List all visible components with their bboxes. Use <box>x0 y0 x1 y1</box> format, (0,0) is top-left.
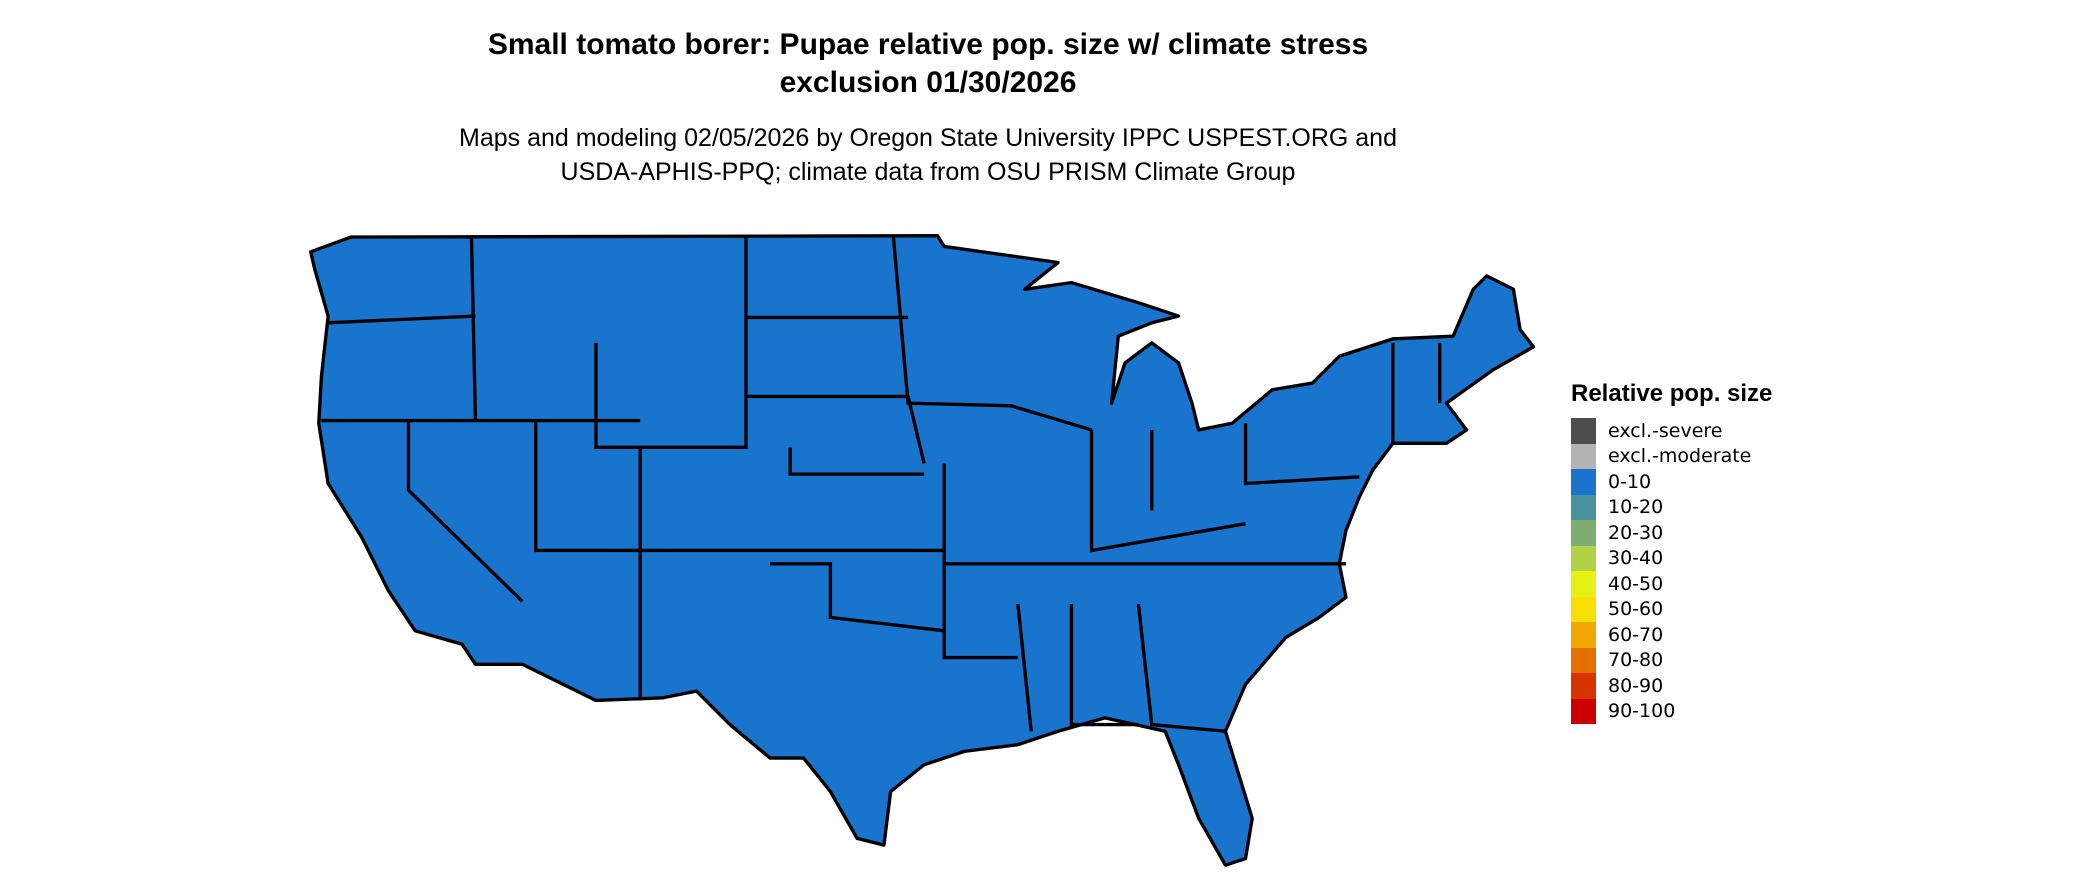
legend-swatch <box>1571 647 1596 673</box>
legend-item: 90-100 <box>1571 698 1772 724</box>
legend-label: 20-30 <box>1608 521 1664 544</box>
legend-swatch <box>1571 443 1596 469</box>
legend-label: 10-20 <box>1608 496 1664 519</box>
legend-label: 60-70 <box>1608 623 1664 646</box>
legend-item: excl.-severe <box>1571 418 1772 444</box>
legend-label: 80-90 <box>1608 674 1664 697</box>
legend-swatch <box>1571 596 1596 622</box>
legend-label: excl.-moderate <box>1608 445 1752 468</box>
legend-swatch <box>1571 494 1596 520</box>
legend-item: 10-20 <box>1571 494 1772 520</box>
legend: Relative pop. size excl.-severe excl.-mod… <box>1571 380 1772 724</box>
legend-swatch <box>1571 622 1596 648</box>
legend-label: 30-40 <box>1608 547 1664 570</box>
legend-item: 80-90 <box>1571 673 1772 699</box>
map-subtitle-line-2: USDA-APHIS-PPQ; climate data from OSU PR… <box>560 158 1296 186</box>
legend-item: 50-60 <box>1571 596 1772 622</box>
legend-item: excl.-moderate <box>1571 443 1772 469</box>
legend-title: Relative pop. size <box>1571 380 1773 407</box>
legend-swatch <box>1571 545 1596 571</box>
map-title-line-1: Small tomato borer: Pupae relative pop. … <box>487 28 1369 61</box>
legend-item: 0-10 <box>1571 469 1772 495</box>
legend-label: 90-100 <box>1608 700 1676 723</box>
legend-label: 70-80 <box>1608 649 1664 672</box>
state-borders <box>321 235 1442 733</box>
legend-item: 70-80 <box>1571 647 1772 673</box>
map-title-line-2: exclusion 01/30/2026 <box>779 66 1077 99</box>
legend-item: 40-50 <box>1571 571 1772 597</box>
legend-swatch <box>1571 673 1596 699</box>
legend-swatch <box>1571 520 1596 546</box>
legend-label: 40-50 <box>1608 572 1664 595</box>
legend-swatch <box>1571 698 1596 724</box>
legend-swatch <box>1571 571 1596 597</box>
legend-item: 20-30 <box>1571 520 1772 546</box>
legend-item: 30-40 <box>1571 545 1772 571</box>
legend-swatch <box>1571 469 1596 495</box>
map-subtitle-line-1: Maps and modeling 02/05/2026 by Oregon S… <box>459 124 1397 152</box>
legend-swatch <box>1571 418 1596 444</box>
legend-label: excl.-severe <box>1608 419 1723 442</box>
legend-item: 60-70 <box>1571 622 1772 648</box>
legend-label: 0-10 <box>1608 470 1652 493</box>
legend-label: 50-60 <box>1608 598 1664 621</box>
